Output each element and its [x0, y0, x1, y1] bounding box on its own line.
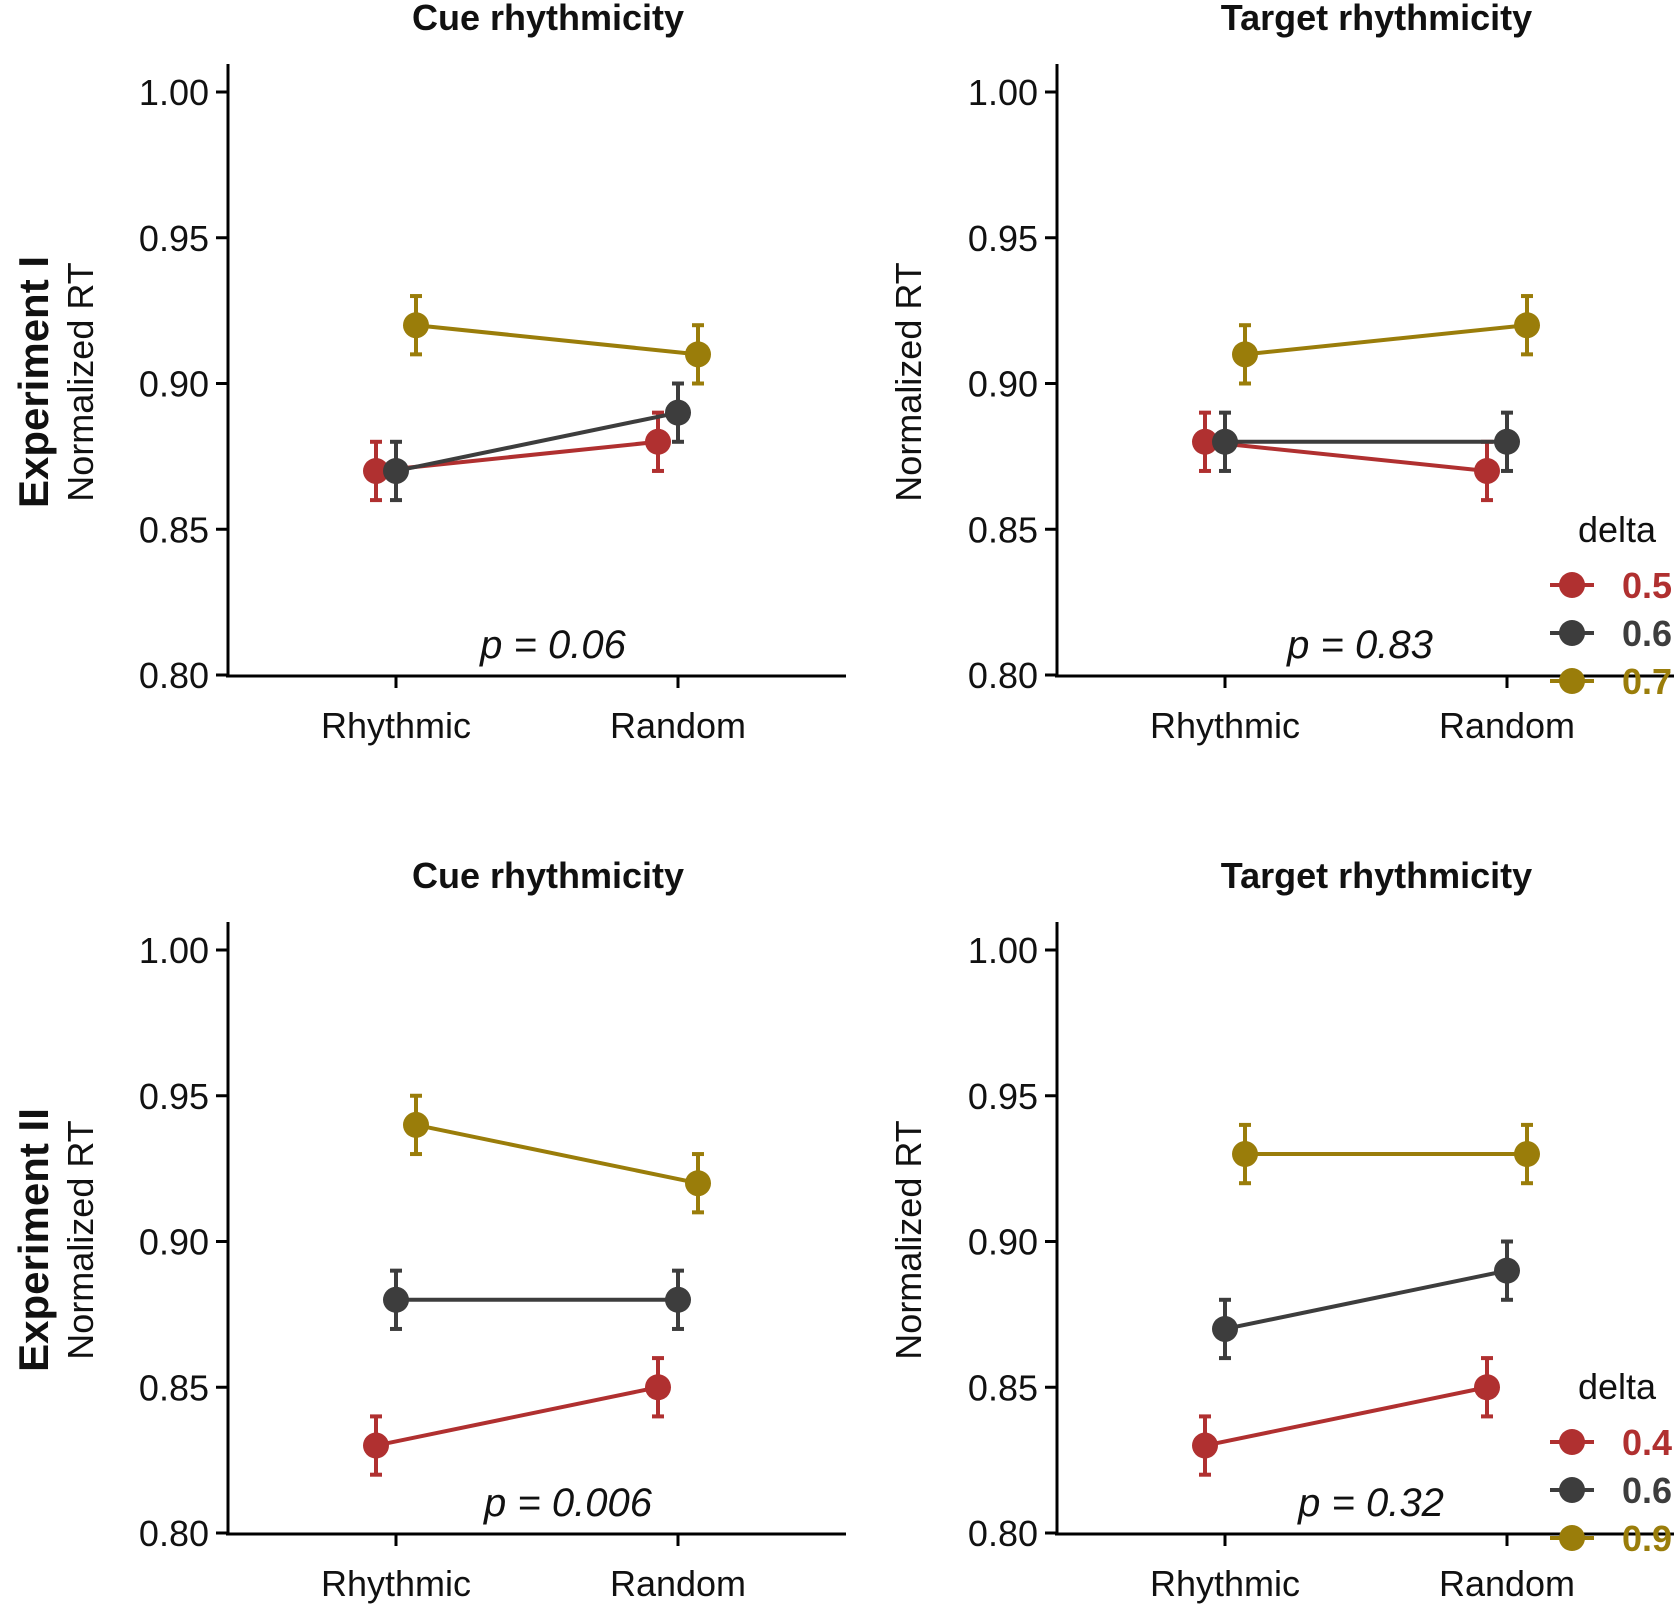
x-tick-label: Random	[610, 705, 746, 746]
panel-3: Cue rhythmicity Experiment II Normalized R…	[10, 855, 846, 1604]
series-line-0.5	[1204, 439, 1488, 473]
data-point-0.6	[383, 1286, 409, 1313]
data-point-0.9	[403, 1111, 429, 1138]
data-point-0.4	[363, 1432, 389, 1459]
x-tick-label: Rhythmic	[1150, 705, 1300, 746]
legend-key-dot	[1559, 668, 1585, 694]
y-tick-label: 0.90	[139, 364, 209, 405]
panel-title: Cue rhythmicity	[412, 0, 684, 38]
x-tick-label: Rhythmic	[321, 1563, 471, 1604]
series-line-0.9	[415, 1122, 699, 1186]
legend-key-dot	[1559, 1525, 1585, 1551]
legend-key-dot	[1559, 1429, 1585, 1455]
panel-title: Target rhythmicity	[1221, 855, 1532, 896]
y-tick-label: 0.85	[139, 1367, 209, 1408]
p-value-annotation: p = 0.06	[479, 623, 626, 667]
y-tick-label: 1.00	[139, 930, 209, 971]
data-point-0.5	[1192, 428, 1218, 455]
data-point-0.4	[645, 1374, 671, 1401]
x-tick-label: Random	[1439, 1563, 1575, 1604]
y-tick-label: 0.95	[968, 218, 1038, 259]
p-value-annotation: p = 0.32	[1297, 1481, 1444, 1525]
data-point-0.7	[1514, 312, 1540, 339]
panel-2: Target rhythmicity Normalized RT 0.80 0.85 0…	[888, 0, 1674, 746]
legend-key-dot	[1559, 1477, 1585, 1503]
legend-title: delta	[1578, 1366, 1657, 1407]
legend-key-dot	[1559, 572, 1585, 598]
legend-label-0.6: 0.6	[1622, 613, 1672, 654]
data-point-0.6	[1494, 1257, 1520, 1284]
legend-label-0.6: 0.6	[1622, 1470, 1672, 1511]
data-point-0.4	[1474, 1374, 1500, 1401]
data-point-0.6	[665, 1286, 691, 1313]
data-point-0.6	[665, 399, 691, 426]
series-line-0.6	[1224, 1268, 1508, 1331]
p-value-annotation: p = 0.006	[483, 1481, 653, 1525]
x-tick-label: Random	[1439, 705, 1575, 746]
data-point-0.6	[383, 457, 409, 484]
data-point-0.5	[363, 457, 389, 484]
series-line-0.7	[415, 323, 699, 357]
row-label: Experiment II	[10, 1108, 57, 1372]
y-tick-label: 1.00	[968, 930, 1038, 971]
legend-key-dot	[1559, 620, 1585, 646]
data-point-0.7	[1232, 341, 1258, 368]
data-point-0.7	[685, 341, 711, 368]
series-line-0.4	[1204, 1385, 1488, 1448]
y-tick-label: 0.85	[968, 1367, 1038, 1408]
panel-title: Target rhythmicity	[1221, 0, 1532, 38]
row-label: Experiment I	[10, 256, 57, 508]
y-tick-label: 0.95	[139, 218, 209, 259]
legend-label-0.5: 0.5	[1622, 565, 1672, 606]
p-value-annotation: p = 0.83	[1286, 623, 1433, 667]
y-tick-label: 0.95	[968, 1076, 1038, 1117]
y-tick-label: 0.80	[968, 655, 1038, 696]
legend: delta 0.5 0.6 0.7	[1550, 509, 1672, 702]
y-tick-label: 0.80	[139, 655, 209, 696]
y-axis-label: Normalized RT	[60, 262, 101, 501]
legend-label-0.9: 0.9	[1622, 1518, 1672, 1559]
data-point-0.6	[1494, 428, 1520, 455]
data-point-0.9	[685, 1170, 711, 1197]
data-point-0.9	[1514, 1141, 1540, 1168]
legend: delta 0.4 0.6 0.9	[1550, 1366, 1672, 1559]
y-axis-label: Normalized RT	[888, 1120, 929, 1359]
data-point-0.6	[1212, 428, 1238, 455]
series-line-0.4	[375, 1385, 659, 1448]
y-tick-label: 0.85	[139, 509, 209, 550]
y-tick-label: 0.80	[139, 1513, 209, 1554]
data-point-0.5	[1474, 457, 1500, 484]
legend-label-0.7: 0.7	[1622, 661, 1672, 702]
y-tick-label: 0.90	[968, 1222, 1038, 1263]
data-point-0.7	[403, 312, 429, 339]
y-tick-label: 1.00	[968, 72, 1038, 113]
y-tick-label: 0.80	[968, 1513, 1038, 1554]
x-tick-label: Rhythmic	[321, 705, 471, 746]
data-point-0.6	[1212, 1315, 1238, 1342]
legend-title: delta	[1578, 509, 1657, 550]
y-tick-label: 0.95	[139, 1076, 209, 1117]
x-tick-label: Random	[610, 1563, 746, 1604]
series-line-0.6	[395, 410, 679, 473]
y-axis-label: Normalized RT	[888, 262, 929, 501]
y-tick-label: 0.85	[968, 509, 1038, 550]
data-point-0.9	[1232, 1141, 1258, 1168]
y-axis-label: Normalized RT	[60, 1120, 101, 1359]
y-tick-label: 0.90	[139, 1222, 209, 1263]
panel-title: Cue rhythmicity	[412, 855, 684, 896]
data-point-0.5	[645, 428, 671, 455]
data-point-0.4	[1192, 1432, 1218, 1459]
y-tick-label: 1.00	[139, 72, 209, 113]
panel-4: Target rhythmicity Normalized RT 0.80 0.85 0…	[888, 855, 1674, 1604]
x-tick-label: Rhythmic	[1150, 1563, 1300, 1604]
legend-label-0.4: 0.4	[1622, 1422, 1672, 1463]
panel-1: Cue rhythmicity Experiment I Normalized RT…	[10, 0, 846, 746]
y-tick-label: 0.90	[968, 364, 1038, 405]
series-line-0.7	[1244, 323, 1528, 357]
